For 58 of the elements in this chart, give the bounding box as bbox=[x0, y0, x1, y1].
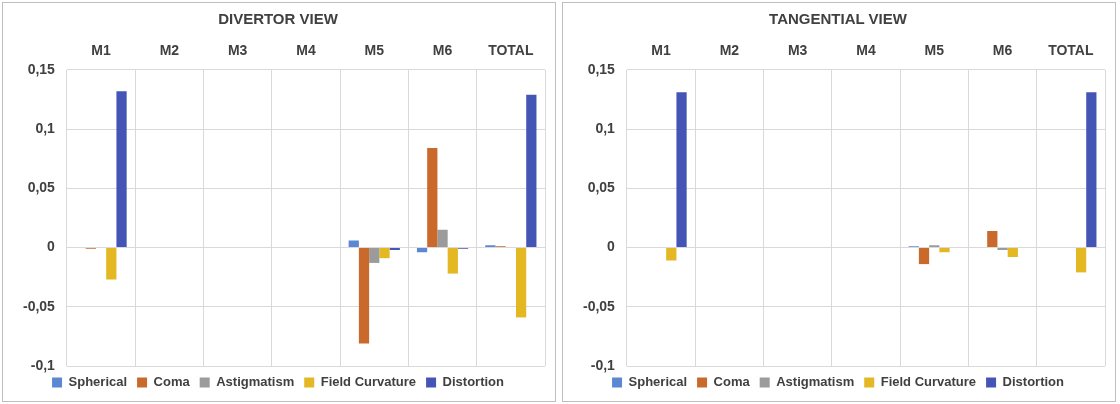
bar bbox=[939, 248, 950, 253]
legend-label: Coma bbox=[153, 374, 191, 390]
y-tick-label: -0,05 bbox=[582, 297, 616, 314]
y-tick-label: 0,15 bbox=[27, 60, 56, 77]
y-tick-label: -0,1 bbox=[590, 356, 616, 373]
y-tick-label: 0,15 bbox=[587, 60, 616, 77]
x-tick-label: M2 bbox=[719, 42, 740, 59]
x-tick-label: M3 bbox=[787, 42, 808, 59]
y-tick-label: 0,05 bbox=[27, 179, 56, 196]
y-tick-label: 0,05 bbox=[587, 179, 616, 196]
bar bbox=[987, 230, 998, 248]
bar bbox=[515, 248, 527, 318]
y-tick-label: -0,05 bbox=[22, 297, 56, 314]
bar bbox=[116, 91, 127, 248]
bar bbox=[437, 229, 448, 248]
y-tick-label: 0,1 bbox=[35, 119, 56, 136]
x-tick-label: M5 bbox=[364, 42, 385, 59]
legend-label: Coma bbox=[713, 374, 751, 390]
bar bbox=[666, 248, 677, 261]
chart-title: DIVERTOR VIEW bbox=[218, 10, 339, 28]
bar bbox=[379, 248, 390, 259]
bar bbox=[348, 240, 359, 248]
x-tick-label: M1 bbox=[91, 42, 111, 59]
legend-label: Distortion bbox=[1002, 374, 1065, 390]
x-tick-label: M2 bbox=[159, 42, 180, 59]
legend-label: Astigmatism bbox=[776, 374, 855, 390]
x-tick-label: M3 bbox=[227, 42, 248, 59]
legend-label: Spherical bbox=[628, 374, 688, 390]
bar bbox=[1075, 248, 1087, 273]
bar bbox=[358, 248, 370, 344]
bar bbox=[106, 248, 117, 280]
legend-label: Astigmatism bbox=[216, 374, 295, 390]
x-tick-label: TOTAL bbox=[1048, 42, 1094, 59]
x-tick-label: M5 bbox=[924, 42, 945, 59]
x-tick-label: M1 bbox=[651, 42, 671, 59]
legend-label: Spherical bbox=[68, 374, 128, 390]
bar bbox=[918, 248, 930, 265]
bar bbox=[1007, 248, 1018, 257]
y-tick-label: 0,1 bbox=[595, 119, 616, 136]
bar bbox=[427, 148, 438, 248]
bar bbox=[526, 94, 537, 248]
x-tick-label: M4 bbox=[296, 42, 316, 59]
bar bbox=[676, 92, 687, 248]
chart-title: TANGENTIAL VIEW bbox=[769, 10, 908, 28]
x-tick-label: M6 bbox=[432, 42, 453, 59]
legend-label: Field Curvature bbox=[880, 374, 977, 390]
legend-label: Distortion bbox=[442, 374, 505, 390]
bar bbox=[447, 248, 458, 274]
x-tick-label: M6 bbox=[992, 42, 1013, 59]
x-tick-label: M4 bbox=[856, 42, 876, 59]
bar bbox=[369, 248, 380, 263]
x-tick-label: TOTAL bbox=[488, 42, 534, 59]
legend-label: Field Curvature bbox=[320, 374, 417, 390]
y-tick-label: -0,1 bbox=[30, 356, 56, 373]
y-tick-label: 0 bbox=[607, 238, 616, 255]
bar bbox=[416, 248, 428, 253]
bar bbox=[1086, 92, 1097, 248]
y-tick-label: 0 bbox=[47, 238, 56, 255]
